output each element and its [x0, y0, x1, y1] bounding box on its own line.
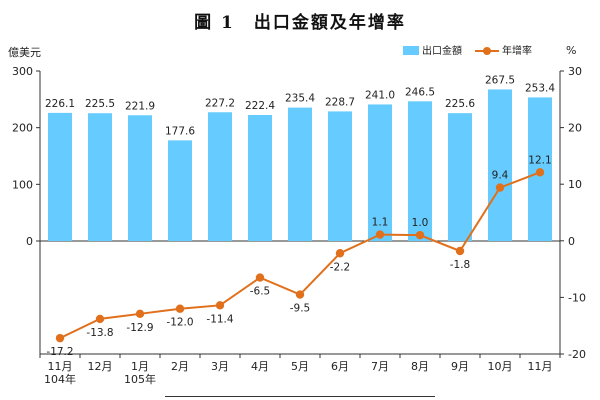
- bar-value-label: 221.9: [125, 100, 155, 112]
- bar-value-label: 241.0: [365, 89, 395, 101]
- x-tick-label: 11月: [48, 360, 73, 373]
- bar: [488, 89, 512, 242]
- growth-rate-point: [95, 314, 105, 324]
- right-tick-label: -20: [568, 348, 586, 361]
- legend-line-marker: [483, 47, 491, 55]
- bar: [288, 107, 312, 242]
- growth-rate-point: [375, 230, 385, 239]
- x-tick-label: 4月: [251, 360, 269, 373]
- growth-rate-label: -12.9: [126, 322, 153, 334]
- bar: [368, 104, 392, 241]
- bar: [448, 113, 472, 241]
- x-tick-label: 1月: [131, 360, 149, 373]
- growth-rate-point: [135, 309, 145, 319]
- bar-value-label: 177.6: [165, 125, 195, 137]
- x-tick-label: 6月: [331, 360, 349, 373]
- bar-value-label: 246.5: [405, 86, 435, 98]
- x-tick-label: 9月: [451, 360, 469, 373]
- growth-rate-label: -2.2: [330, 261, 351, 273]
- line-group: [55, 168, 545, 343]
- bar: [208, 112, 232, 242]
- footer-rule: [165, 396, 435, 397]
- legend-bar-swatch: [403, 46, 419, 55]
- legend: 出口金額 年增率: [403, 44, 532, 57]
- bar-value-label: 225.5: [85, 98, 115, 110]
- x-tick-label: 2月: [171, 360, 189, 373]
- legend-line-label: 年增率: [502, 44, 532, 57]
- growth-rate-label: -13.8: [86, 327, 113, 339]
- growth-rate-label: 1.1: [372, 217, 389, 229]
- bar-value-label: 267.5: [485, 74, 515, 86]
- bars-group: [48, 89, 552, 242]
- x-tick-sublabel: 105年: [124, 372, 156, 386]
- left-axis-unit: 億美元: [8, 46, 41, 59]
- growth-rate-point: [215, 301, 225, 310]
- bar-value-label: 225.6: [445, 98, 475, 110]
- bar-value-label: 235.4: [285, 93, 315, 105]
- growth-rate-point: [415, 230, 425, 240]
- right-tick-label: 0: [568, 235, 575, 248]
- bar: [248, 114, 272, 241]
- left-tick-label: 300: [12, 65, 33, 78]
- growth-rate-label: 12.1: [528, 154, 551, 166]
- growth-rate-point: [55, 333, 65, 343]
- growth-rate-point: [175, 304, 185, 313]
- bar-value-label: 226.1: [45, 98, 75, 110]
- growth-rate-point: [495, 183, 505, 192]
- bar: [128, 115, 152, 241]
- growth-rate-point: [255, 273, 265, 282]
- x-tick-sublabel: 104年: [44, 372, 76, 386]
- bar: [328, 111, 352, 241]
- bar: [48, 112, 72, 241]
- bar-value-label: 222.4: [245, 100, 275, 112]
- left-tick-label: 100: [12, 178, 33, 191]
- right-axis-unit: %: [566, 44, 577, 57]
- x-tick-label: 7月: [371, 360, 389, 373]
- growth-rate-label: -6.5: [250, 286, 271, 298]
- right-tick-label: -10: [568, 291, 586, 304]
- right-tick-label: 20: [568, 122, 582, 135]
- bar-labels-group: 226.1 225.5 221.9 177.6 227.2 222.4 235.4 228.7…: [45, 74, 555, 137]
- x-tick-label: 5月: [291, 360, 309, 373]
- right-tick-label: 10: [568, 178, 582, 191]
- chart-title: 圖 1 出口金額及年增率: [194, 13, 406, 33]
- bar: [88, 113, 112, 241]
- growth-rate-point: [535, 168, 545, 177]
- bar: [168, 140, 192, 241]
- ticks-group: 0 100 200 300 -20 -10 0 10 20 30: [12, 65, 586, 361]
- left-tick-label: 200: [12, 122, 33, 135]
- growth-rate-label: 9.4: [492, 170, 509, 182]
- growth-rate-label: -12.0: [166, 317, 193, 329]
- growth-rate-label: -17.2: [46, 346, 73, 358]
- bar-value-label: 228.7: [325, 96, 355, 108]
- bar-value-label: 227.2: [205, 97, 235, 109]
- growth-rate-label: -11.4: [206, 313, 233, 325]
- legend-bar-label: 出口金額: [422, 44, 462, 57]
- bar: [408, 101, 432, 241]
- growth-rate-point: [295, 290, 305, 299]
- growth-rate-label: -1.8: [450, 259, 471, 271]
- growth-rate-point: [455, 246, 465, 256]
- left-tick-label: 0: [26, 235, 33, 248]
- x-tick-label: 8月: [411, 360, 429, 373]
- line-labels-group: -17.2 -13.8 -12.9 -12.0 -11.4 -6.5 -9.5 -2.2 1.1…: [46, 154, 551, 358]
- x-tick-label: 10月: [488, 360, 513, 373]
- growth-rate-label: 1.0: [412, 217, 429, 229]
- x-tick-label: 3月: [211, 360, 229, 373]
- growth-rate-label: -9.5: [290, 303, 311, 315]
- x-tick-label: 12月: [88, 360, 113, 373]
- x-tick-label: 11月: [528, 360, 553, 373]
- growth-rate-point: [335, 249, 345, 258]
- bar-value-label: 253.4: [525, 82, 555, 94]
- right-tick-label: 30: [568, 65, 582, 78]
